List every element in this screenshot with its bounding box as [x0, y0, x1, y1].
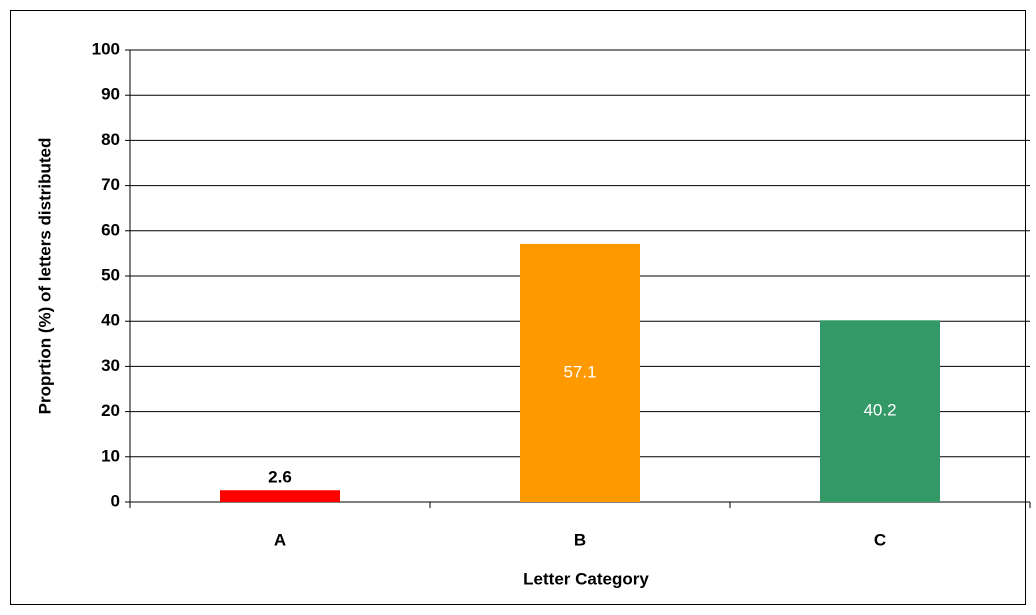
- y-tick-label: 60: [101, 220, 120, 239]
- y-tick-label: 80: [101, 130, 120, 149]
- y-tick-label: 10: [101, 446, 120, 465]
- chart-frame: [10, 10, 1026, 605]
- x-tick-label: B: [574, 530, 586, 549]
- y-tick-label: 0: [111, 491, 120, 510]
- bar: [820, 320, 940, 502]
- x-tick-label: C: [874, 530, 886, 549]
- x-tick-label: A: [274, 530, 286, 549]
- y-tick-label: 100: [92, 39, 120, 58]
- data-label: 57.1: [563, 362, 596, 381]
- bar: [220, 490, 340, 502]
- y-tick-label: 70: [101, 175, 120, 194]
- x-axis-title: Letter Category: [523, 569, 649, 588]
- data-label: 2.6: [268, 468, 292, 487]
- y-tick-label: 50: [101, 265, 120, 284]
- y-tick-label: 90: [101, 85, 120, 104]
- y-tick-label: 30: [101, 356, 120, 375]
- y-axis-title: Proprtion (%) of letters distributed: [35, 138, 54, 415]
- data-label: 40.2: [863, 401, 896, 420]
- bar: [520, 243, 640, 502]
- y-tick-label: 40: [101, 311, 120, 330]
- y-tick-label: 20: [101, 401, 120, 420]
